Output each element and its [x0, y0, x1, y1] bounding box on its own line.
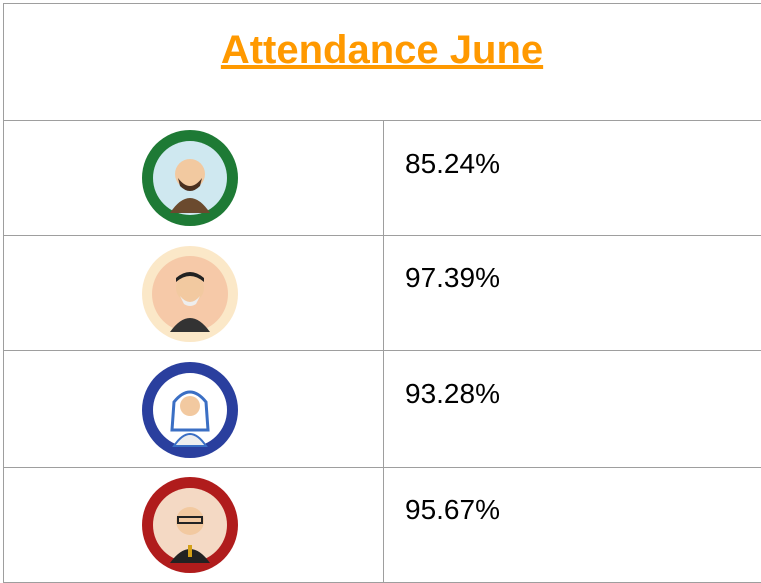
- border: [383, 120, 384, 583]
- percentage: 95.67%: [405, 494, 500, 526]
- percentage: 85.24%: [405, 148, 500, 180]
- border: [3, 467, 761, 468]
- badge-icon: [140, 360, 240, 460]
- border: [3, 3, 761, 4]
- border: [3, 3, 4, 583]
- page: Attendance June 85.24% 97.39% 93.28% 95.…: [0, 0, 761, 583]
- title: Attendance June: [3, 28, 761, 73]
- border: [3, 120, 761, 121]
- percentage: 97.39%: [405, 262, 500, 294]
- percentage: 93.28%: [405, 378, 500, 410]
- badge-icon: [140, 128, 240, 228]
- border: [3, 235, 761, 236]
- border: [3, 350, 761, 351]
- badge-icon: [140, 244, 240, 344]
- badge-icon: [140, 475, 240, 575]
